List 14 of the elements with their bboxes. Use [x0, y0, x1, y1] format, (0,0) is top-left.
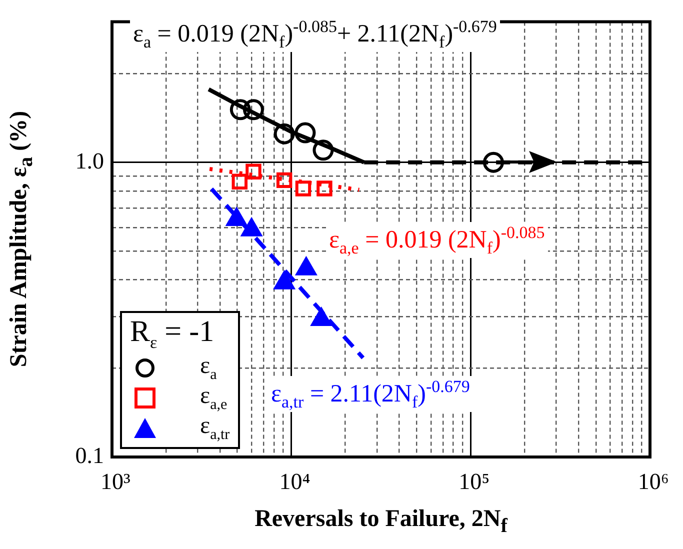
x-tick-label: 10⁶	[638, 468, 669, 494]
legend-label: ε$_{a,e}$	[200, 382, 228, 414]
x-tick-label: 10⁴	[279, 468, 310, 494]
x-axis-title: Reversals to Failure, 2N$_{f}$	[254, 506, 508, 538]
legend-title: R$_{ε}$ = -1	[130, 315, 216, 353]
annotation: ε$_{a,e}$ = 0.019 (2N$_{f}$)$^{-0.085}$	[326, 222, 548, 258]
legend-label: ε$_{a}$	[200, 352, 217, 384]
x-tick-label: 10⁵	[458, 468, 490, 494]
annotation: ε$_{a,tr}$ = 2.11(2N$_{f}$)$^{-0.679}$	[268, 376, 473, 412]
legend-label: ε$_{a,tr}$	[200, 412, 230, 444]
y-tick-label: 1.0	[75, 148, 104, 174]
y-tick-label: 0.1	[75, 443, 104, 468]
text: ε$_{a}$ = 0.019 (2N$_{f}$)$^{-0.085}$+ 2.11(2N$_{f}$)$^{-0.679}$	[133, 17, 497, 52]
x-tick-label: 10³	[100, 468, 130, 494]
